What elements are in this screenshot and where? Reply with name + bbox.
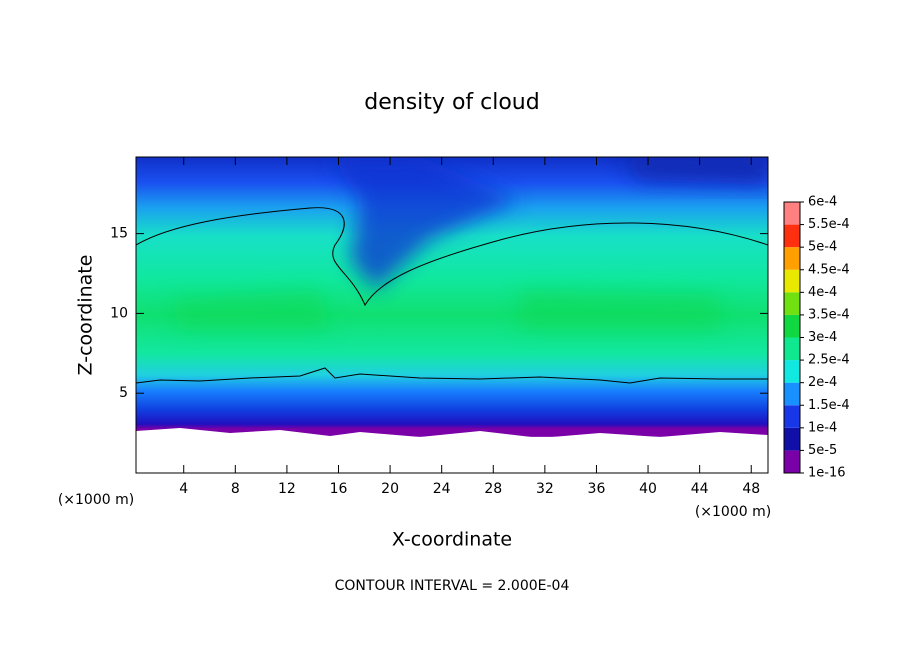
colorbar-swatch	[784, 247, 800, 270]
colorbar-label: 5e-5	[808, 443, 837, 458]
colorbar-label: 1e-4	[808, 420, 837, 435]
colorbar-swatch	[784, 405, 800, 428]
colorbar-label: 2.5e-4	[808, 353, 850, 368]
colorbar-label: 2e-4	[808, 375, 837, 390]
y-tick-label: 5	[119, 385, 128, 401]
x-tick-label: 44	[691, 481, 709, 497]
chart-title: density of cloud	[364, 90, 539, 115]
x-tick-label: 32	[536, 481, 554, 497]
x-tick-label: 16	[330, 481, 348, 497]
colorbar-label: 1.5e-4	[808, 398, 850, 413]
contour-field	[136, 157, 768, 473]
colorbar-label: 5.5e-4	[808, 217, 850, 232]
x-tick-label: 28	[484, 481, 502, 497]
colorbar-label: 3.5e-4	[808, 307, 850, 322]
colorbar-label: 6e-4	[808, 195, 837, 210]
colorbar-swatch	[784, 224, 800, 248]
colorbar-swatch	[784, 337, 800, 361]
y-unit: (×1000 m)	[695, 504, 771, 520]
x-tick-label: 20	[381, 481, 399, 497]
x-tick-label: 12	[278, 481, 296, 497]
x-tick-label: 48	[742, 481, 760, 497]
x-tick-label: 4	[179, 481, 188, 497]
colorbar-swatch	[784, 292, 800, 315]
x-unit: (×1000 m)	[58, 492, 134, 508]
colorbar-label: 5e-4	[808, 240, 837, 255]
colorbar-label: 4.5e-4	[808, 262, 850, 277]
x-axis-title: X-coordinate	[392, 529, 512, 551]
y-tick-label: 15	[110, 226, 128, 242]
colorbar-label: 3e-4	[808, 330, 837, 345]
x-tick-label: 8	[231, 481, 240, 497]
colorbar-swatch	[784, 427, 800, 451]
plot-frame	[135, 156, 769, 474]
y-axis-title: Z-coordinate	[75, 255, 97, 376]
colorbar-label: 4e-4	[808, 285, 837, 300]
colorbar-swatch	[784, 382, 800, 406]
contour-interval-note: CONTOUR INTERVAL = 2.000E-04	[335, 578, 570, 594]
colorbar-swatch	[784, 450, 800, 473]
x-tick-label: 40	[639, 481, 657, 497]
y-tick-label: 10	[110, 305, 128, 321]
x-tick-label: 24	[433, 481, 451, 497]
x-tick-label: 36	[588, 481, 606, 497]
colorbar-swatch	[784, 360, 800, 383]
colorbar-swatch	[784, 314, 800, 338]
colorbar-swatch	[784, 202, 800, 225]
colorbar-swatch	[784, 269, 800, 293]
colorbar-label: 1e-16	[808, 466, 846, 481]
